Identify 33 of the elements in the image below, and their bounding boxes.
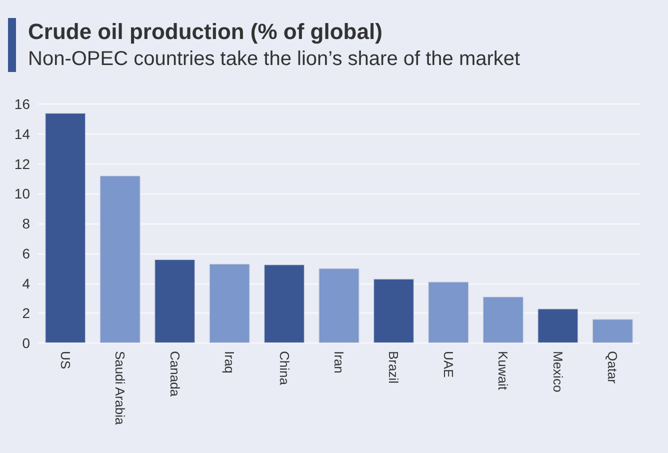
x-tick-label: China bbox=[276, 351, 292, 386]
y-tick-label: 6 bbox=[22, 245, 30, 262]
bar bbox=[538, 308, 578, 343]
y-tick-label: 8 bbox=[22, 216, 30, 232]
bar bbox=[428, 282, 469, 343]
bar bbox=[482, 296, 524, 343]
bar bbox=[100, 176, 140, 343]
x-tick-label: Iran bbox=[332, 351, 346, 374]
y-tick-label: 10 bbox=[14, 186, 30, 202]
chart-subtitle: Non-OPEC countries take the lion’s share of the market bbox=[28, 47, 520, 72]
y-tick-label: 12 bbox=[14, 156, 30, 172]
y-tick-label: 2 bbox=[22, 305, 30, 322]
bar bbox=[373, 278, 414, 343]
chart-title: Crude oil production (% of global) bbox=[28, 18, 384, 46]
x-tick-label: Kuwait bbox=[496, 351, 511, 390]
x-tick-label: Canada bbox=[167, 351, 182, 398]
bar bbox=[45, 112, 86, 343]
x-tick-label: Saudi Arabia bbox=[112, 351, 128, 426]
y-tick-label: 0 bbox=[22, 335, 30, 351]
bar bbox=[209, 264, 250, 343]
x-tick-label: Brazil bbox=[386, 351, 402, 384]
bar bbox=[264, 264, 305, 343]
x-tick-label: Mexico bbox=[550, 351, 566, 392]
x-tick-label: Iraq bbox=[222, 351, 238, 374]
y-tick-label: 4 bbox=[22, 275, 30, 292]
x-tick-label: US bbox=[58, 351, 73, 370]
y-tick-label: 16 bbox=[14, 96, 30, 112]
y-tick-label: 14 bbox=[14, 126, 30, 142]
bar bbox=[318, 268, 360, 343]
x-tick-label: Qatar bbox=[605, 351, 620, 384]
bar bbox=[592, 319, 633, 343]
bar bbox=[154, 259, 196, 343]
x-tick-label: UAE bbox=[440, 351, 456, 378]
